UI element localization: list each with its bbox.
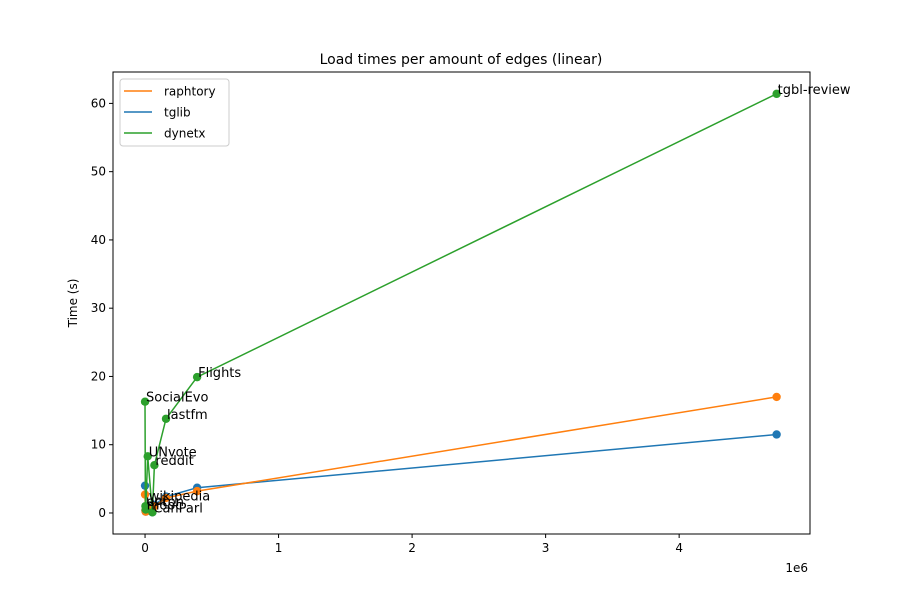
legend-box: [119, 78, 230, 147]
data-point-dynetx-7: [192, 372, 202, 382]
data-label-flights: Flights: [198, 366, 241, 381]
data-label-tgbl-review: tgbl-review: [778, 83, 851, 98]
legend-label-raphtory: raphtory: [164, 85, 216, 99]
y-tick-label: 40: [91, 233, 106, 247]
x-tick-label: 2: [408, 541, 416, 555]
data-label-canparl: CanParl: [153, 501, 202, 516]
x-tick-label: 3: [542, 541, 550, 555]
y-tick-label: 50: [91, 165, 106, 179]
x-axis-offset-label: 1e6: [785, 561, 808, 575]
legend: raphtory tglib dynetx: [119, 78, 230, 147]
data-label-lastfm: lastfm: [167, 408, 208, 423]
x-tick-label: 0: [141, 541, 149, 555]
y-tick-label: 30: [91, 301, 106, 315]
legend-label-tglib: tglib: [164, 106, 191, 120]
data-point-raphtory-8: [772, 392, 781, 402]
y-tick-label: 60: [91, 96, 106, 110]
data-label-socialevo: SocialEvo: [146, 391, 208, 406]
data-point-dynetx-6: [161, 414, 171, 423]
data-point-tglib-8: [772, 430, 781, 439]
data-point-dynetx-8: [772, 89, 781, 99]
data-label-wikipedia: wikipedia: [149, 490, 210, 505]
data-label-unvote: UNvote: [149, 445, 197, 460]
y-axis-label: Time (s): [66, 279, 80, 329]
data-point-dynetx-3: [143, 452, 152, 461]
x-tick-label: 1: [275, 541, 283, 555]
data-point-dynetx-2: [141, 505, 150, 514]
y-tick-label: 10: [91, 438, 106, 452]
y-tick-label: 20: [91, 369, 106, 383]
data-point-raphtory-7: [192, 486, 202, 496]
data-label-enron: enron: [146, 495, 184, 510]
data-label-reddit: reddit: [155, 454, 193, 469]
data-label-uci: uci: [146, 494, 165, 509]
data-point-dynetx-0: [140, 397, 150, 406]
chart-title: Load times per amount of edges (linear): [320, 52, 603, 68]
x-tick-label: 4: [675, 541, 683, 555]
legend-label-dynetx: dynetx: [164, 127, 206, 141]
data-point-raphtory-6: [161, 493, 171, 503]
y-tick-label: 0: [98, 506, 106, 520]
axes-frame: [112, 71, 811, 535]
data-label-mooc: mooc: [147, 499, 183, 514]
data-point-dynetx-5: [150, 460, 159, 470]
data-point-dynetx-4: [148, 508, 157, 517]
